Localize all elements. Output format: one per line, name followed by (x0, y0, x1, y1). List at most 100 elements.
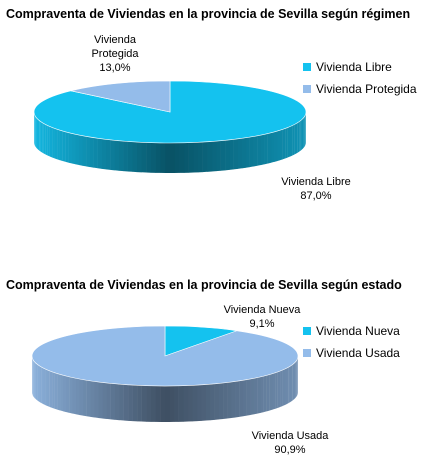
pie-side-vivienda-libre (118, 140, 124, 172)
data-label-name-line1: Vivienda (94, 34, 136, 46)
pie-side-vivienda-usada (210, 383, 215, 421)
pie-side-vivienda-usada (218, 382, 224, 420)
pie-side-vivienda-usada (227, 381, 232, 419)
data-label-value: 87,0% (300, 190, 332, 202)
pie-side-vivienda-usada (106, 382, 111, 420)
pie-side-vivienda-libre (40, 121, 43, 153)
pie-side-vivienda-libre (302, 117, 304, 149)
pie-side-vivienda-libre (282, 128, 286, 160)
legend-item-vivienda-protegida: Vivienda Protegida (303, 78, 417, 100)
pie-side-vivienda-usada (160, 385, 165, 422)
pie-side-vivienda-usada (45, 369, 48, 407)
pie-side-vivienda-libre (169, 142, 175, 173)
pie-side-vivienda-libre (303, 116, 305, 148)
pie-side-vivienda-usada (295, 360, 297, 398)
pie-side-vivienda-libre (59, 130, 63, 162)
pie-side-vivienda-usada (86, 380, 91, 417)
pie-side-vivienda-libre (89, 137, 94, 168)
pie-side-vivienda-libre (132, 141, 138, 173)
data-label-value: 13,0% (99, 62, 131, 74)
legend: Vivienda Nueva Vivienda Usada (303, 320, 400, 364)
pie-side-vivienda-usada (94, 381, 99, 418)
pie-side-vivienda-libre (57, 129, 60, 161)
legend-label: Vivienda Nueva (316, 324, 400, 338)
pie-side-vivienda-usada (231, 381, 236, 419)
pie-side-vivienda-usada (288, 366, 290, 404)
pie-side-vivienda-libre (277, 130, 281, 162)
pie-side-vivienda-libre (39, 120, 41, 152)
pie-side-vivienda-usada (292, 363, 295, 401)
pie-side-vivienda-libre (241, 137, 247, 169)
data-label-vivienda-protegida: Vivienda Protegida 13,0% (82, 33, 148, 75)
pie-side-vivienda-libre (68, 132, 73, 164)
pie-side-vivienda-usada (54, 372, 58, 410)
pie-side-vivienda-libre (54, 128, 58, 160)
pie-side-vivienda-usada (169, 385, 175, 422)
pie-side-vivienda-libre (253, 135, 258, 167)
pie-side-vivienda-libre (49, 126, 53, 158)
pie-side-vivienda-usada (132, 385, 138, 422)
pie-side-vivienda-libre (75, 134, 79, 166)
pie-side-vivienda-usada (102, 382, 107, 419)
pie-side-vivienda-libre (47, 125, 50, 157)
pie-side-vivienda-usada (214, 383, 220, 420)
pie-side-vivienda-usada (38, 365, 41, 403)
pie-side-vivienda-libre (136, 142, 142, 173)
pie-side-vivienda-usada (137, 385, 142, 422)
pie-side-vivienda-usada (275, 371, 278, 409)
pie-side-vivienda-libre (198, 142, 203, 173)
pie-side-vivienda-libre (229, 139, 234, 170)
pie-side-vivienda-usada (282, 369, 285, 407)
pie-side-vivienda-usada (37, 364, 39, 402)
pie-side-vivienda-libre (114, 140, 120, 171)
pie-side-vivienda-libre (82, 135, 87, 167)
chart-regimen: Compraventa de Viviendas en la provincia… (6, 7, 417, 202)
pie-side-vivienda-usada (47, 370, 50, 407)
pie-side-vivienda-usada (235, 380, 240, 418)
pie-side-vivienda-usada (141, 385, 147, 422)
data-label-name: Vivienda Nueva (223, 304, 301, 316)
pie-side-vivienda-usada (72, 377, 77, 415)
pie-side-vivienda-usada (196, 384, 202, 422)
pie-side-vivienda-usada (192, 385, 198, 422)
pie-side-vivienda-usada (223, 382, 228, 419)
pie-side-vivienda-libre (71, 133, 76, 165)
pie-side-vivienda-libre (225, 139, 230, 171)
pie-side-vivienda-libre (237, 138, 243, 169)
pie-side-vivienda-usada (52, 371, 55, 409)
pie-side-vivienda-libre (289, 125, 293, 157)
pie-side-vivienda-usada (269, 373, 273, 411)
data-label-name: Vivienda Libre (281, 176, 351, 188)
pie-side-vivienda-libre (78, 134, 83, 166)
pie-side-vivienda-usada (246, 378, 251, 416)
pie-side-vivienda-usada (119, 384, 124, 421)
pie-side-vivienda-libre (249, 136, 254, 168)
pie-side-vivienda-usada (60, 374, 64, 412)
chart-title: Compraventa de Viviendas en la provincia… (6, 278, 402, 292)
pie-side-vivienda-usada (33, 360, 35, 398)
pie-side-vivienda-libre (193, 142, 199, 173)
legend-item-vivienda-libre: Vivienda Libre (303, 56, 417, 78)
pie-side-vivienda-libre (297, 121, 300, 153)
pie-side-vivienda-usada (34, 362, 36, 400)
pie-side-vivienda-libre (164, 142, 170, 173)
pie-side-vivienda-usada (62, 375, 67, 413)
pie-side-vivienda-libre (34, 115, 36, 147)
pie-side-vivienda-libre (141, 142, 147, 173)
data-label-value: 90,9% (274, 444, 306, 456)
pie-side-vivienda-libre (105, 139, 111, 170)
pie-side-vivienda-libre (294, 123, 297, 155)
pie-side-vivienda-libre (150, 142, 156, 173)
pie-side-vivienda-libre (146, 142, 152, 173)
pie-side-vivienda-libre (174, 142, 180, 173)
legend-item-vivienda-usada: Vivienda Usada (303, 342, 400, 364)
pie-side-vivienda-libre (37, 119, 40, 151)
pie-side-vivienda-usada (150, 385, 156, 422)
legend-swatch (303, 85, 311, 93)
pie-side-vivienda-libre (211, 141, 217, 172)
pie-side-vivienda-usada (286, 367, 289, 405)
pie-side-vivienda-usada (110, 383, 116, 420)
pie-side-vivienda-usada (57, 373, 61, 411)
pie-side-vivienda-libre (188, 142, 194, 173)
pie-side-vivienda-libre (160, 142, 166, 173)
